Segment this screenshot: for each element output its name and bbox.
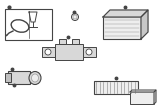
Bar [103, 17, 141, 39]
Ellipse shape [32, 74, 39, 82]
Bar [5, 9, 52, 40]
Bar [5, 73, 11, 82]
Circle shape [72, 14, 79, 20]
Bar [72, 39, 79, 44]
Polygon shape [141, 10, 148, 39]
Ellipse shape [29, 71, 41, 84]
Polygon shape [154, 90, 156, 104]
Polygon shape [103, 10, 148, 17]
Bar [59, 39, 66, 44]
Bar [55, 44, 83, 60]
Bar [8, 71, 30, 84]
Circle shape [86, 49, 92, 55]
Bar [130, 92, 154, 104]
Circle shape [45, 49, 51, 55]
Bar [42, 47, 55, 57]
Bar [94, 81, 138, 94]
Polygon shape [130, 90, 156, 92]
Bar [83, 47, 96, 57]
